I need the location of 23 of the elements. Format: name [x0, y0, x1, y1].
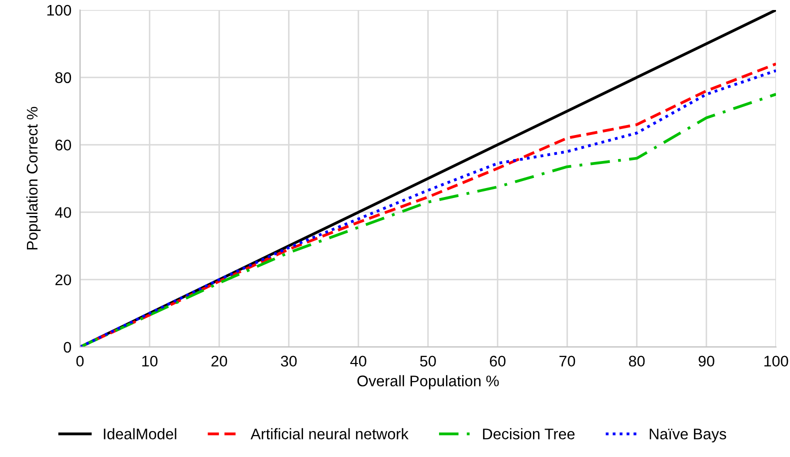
x-tick-label: 90 [698, 356, 714, 367]
x-tick-label: 30 [280, 356, 297, 367]
y-tick-label: 60 [55, 140, 72, 150]
x-tick-label: 0 [76, 356, 84, 367]
legend-label: Naïve Bays [650, 428, 726, 442]
x-axis-title: Overall Population % [357, 375, 499, 390]
x-tick-label: 70 [559, 356, 576, 367]
legend-label: Artificial neural network [250, 428, 409, 440]
y-tick-label: 80 [55, 72, 72, 84]
x-tick-label: 60 [490, 356, 506, 367]
y-tick-label: 40 [55, 207, 72, 218]
y-axis-title: Population Correct % [26, 106, 41, 250]
x-tick-label: 40 [350, 356, 366, 367]
legend-label: IdealModel [104, 428, 176, 440]
x-tick-label: 100 [764, 356, 788, 367]
x-tick-label: 50 [420, 356, 436, 367]
x-tick-label: 20 [211, 356, 228, 367]
legend-label: Decision Tree [483, 428, 575, 440]
y-tick-label: 0 [64, 342, 72, 353]
y-tick-label: 20 [55, 274, 72, 286]
y-tick-label: 100 [47, 4, 72, 16]
x-tick-label: 10 [142, 356, 158, 367]
x-tick-label: 80 [628, 356, 645, 367]
